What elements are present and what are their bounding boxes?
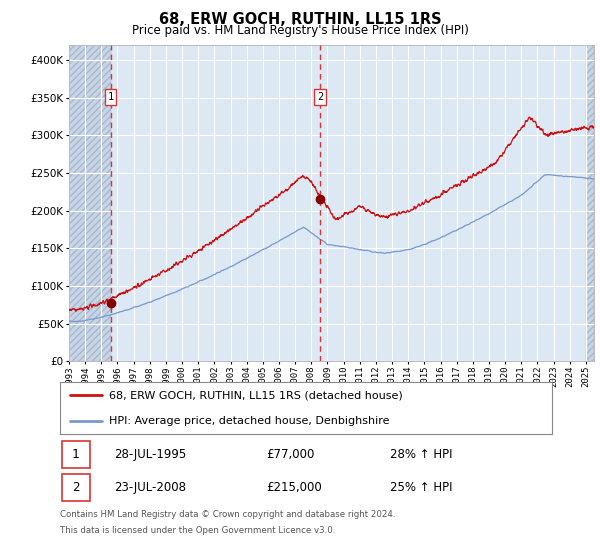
Text: 1: 1 [107, 92, 113, 102]
FancyBboxPatch shape [62, 441, 89, 468]
Text: £77,000: £77,000 [266, 448, 315, 461]
Text: Contains HM Land Registry data © Crown copyright and database right 2024.: Contains HM Land Registry data © Crown c… [60, 510, 395, 519]
Text: 2: 2 [317, 92, 323, 102]
Text: Price paid vs. HM Land Registry's House Price Index (HPI): Price paid vs. HM Land Registry's House … [131, 24, 469, 36]
FancyBboxPatch shape [62, 474, 89, 501]
Text: This data is licensed under the Open Government Licence v3.0.: This data is licensed under the Open Gov… [60, 526, 335, 535]
Bar [586, 45, 594, 361]
Bar [586, 45, 594, 361]
Text: 68, ERW GOCH, RUTHIN, LL15 1RS (detached house): 68, ERW GOCH, RUTHIN, LL15 1RS (detached… [109, 390, 403, 400]
Text: 1: 1 [72, 448, 79, 461]
Bar [69, 45, 110, 361]
Text: 28-JUL-1995: 28-JUL-1995 [114, 448, 187, 461]
Text: 68, ERW GOCH, RUTHIN, LL15 1RS: 68, ERW GOCH, RUTHIN, LL15 1RS [158, 12, 442, 27]
Text: £215,000: £215,000 [266, 480, 322, 494]
Text: 23-JUL-2008: 23-JUL-2008 [114, 480, 186, 494]
Bar [69, 45, 110, 361]
Text: HPI: Average price, detached house, Denbighshire: HPI: Average price, detached house, Denb… [109, 416, 390, 426]
Text: 28% ↑ HPI: 28% ↑ HPI [389, 448, 452, 461]
Text: 2: 2 [72, 480, 79, 494]
Text: 25% ↑ HPI: 25% ↑ HPI [389, 480, 452, 494]
